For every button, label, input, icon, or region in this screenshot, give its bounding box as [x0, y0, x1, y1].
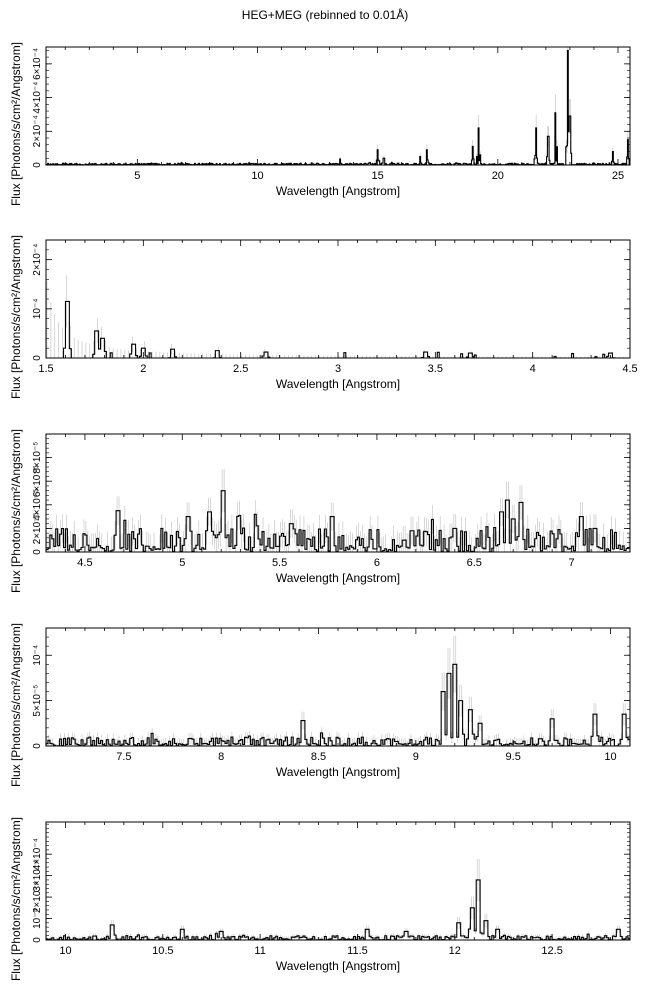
x-tick-label: 10 — [251, 170, 263, 182]
x-tick-label: 5.5 — [272, 557, 287, 569]
x-tick-label: 12.5 — [541, 945, 562, 957]
x-axis-label: Wavelength [Angstrom] — [276, 765, 400, 779]
y-tick-label: 2×10⁻⁴ — [32, 881, 43, 913]
error-bars — [46, 47, 630, 165]
x-tick-label: 2 — [140, 363, 146, 375]
x-tick-label: 11 — [254, 945, 265, 957]
x-axis-label: Wavelength [Angstrom] — [276, 184, 400, 198]
x-tick-label: 20 — [492, 170, 504, 182]
y-tick-label: 10⁻⁴ — [32, 908, 43, 929]
y-axis-label: Flux [Photons/s/cm²/Angstrom] — [9, 235, 23, 399]
x-tick-label: 9 — [413, 751, 419, 763]
chart-panel-3: 4.5 5 5.5 6 6.5 7 0 2×10⁻⁵4×10⁻⁵6×10⁻⁵8×10⁻⁵ Wav… — [9, 429, 631, 593]
x-tick-label: 8.5 — [311, 751, 326, 763]
x-tick-label: 3.5 — [428, 363, 443, 375]
plot-frame — [45, 239, 631, 359]
x-tick-label: 6 — [374, 557, 380, 569]
x-tick-label: 7 — [569, 557, 575, 569]
y-tick-label: 4×10⁻⁵ — [32, 489, 43, 521]
y-axis-label: Flux [Photons/s/cm²/Angstrom] — [9, 817, 23, 981]
y-tick-label: 0 — [32, 937, 43, 943]
x-tick-label: 4.5 — [77, 557, 92, 569]
y-tick-label: 4×10⁻⁴ — [32, 82, 43, 114]
x-axis-label: Wavelength [Angstrom] — [276, 377, 400, 391]
x-tick-label: 1.5 — [38, 363, 53, 375]
error-bars — [46, 635, 630, 746]
x-axis-label: Wavelength [Angstrom] — [276, 571, 400, 585]
spectrum-line — [45, 490, 630, 553]
x-tick-label: 4 — [530, 363, 536, 375]
y-tick-label: 6×10⁻⁴ — [32, 48, 43, 80]
error-bars — [46, 275, 628, 358]
y-tick-label: 10⁻⁴ — [32, 298, 43, 319]
y-tick-label: 3×10⁻⁴ — [32, 860, 43, 892]
chart-panel-1: 5 10 15 20 25 0 2×10⁻⁴4×10⁻⁴ 6×10⁻⁴ Wavelength [… — [9, 42, 631, 206]
y-tick-label: 0 — [32, 549, 43, 555]
x-tick-label: 5 — [179, 557, 185, 569]
x-tick-label: 6.5 — [467, 557, 482, 569]
y-tick-label: 0 — [32, 162, 43, 168]
chart-panel-4: 7.5 8 8.5 9 9.5 10 0 5×10⁻⁵ 10⁻⁴ Wavelength [Angs… — [9, 623, 631, 787]
spectrum-line — [45, 879, 630, 941]
x-tick-label: 8 — [218, 751, 224, 763]
y-tick-label: 5×10⁻⁵ — [32, 685, 43, 717]
x-tick-label: 11.5 — [347, 945, 368, 957]
plot-frame — [45, 46, 631, 166]
error-bars — [46, 858, 630, 940]
x-tick-label: 25 — [612, 170, 624, 182]
x-tick-label: 7.5 — [116, 751, 131, 763]
x-tick-label: 3 — [335, 363, 341, 375]
x-tick-label: 2.5 — [233, 363, 248, 375]
y-axis-label: Flux [Photons/s/cm²/Angstrom] — [9, 42, 23, 206]
x-tick-label: 10.5 — [152, 945, 173, 957]
y-axis-label: Flux [Photons/s/cm²/Angstrom] — [9, 429, 23, 593]
x-axis-label: Wavelength [Angstrom] — [276, 959, 400, 973]
y-tick-label: 0 — [32, 743, 43, 749]
y-tick-label: 6×10⁻⁵ — [32, 465, 43, 497]
y-tick-label: 2×10⁻⁴ — [32, 244, 43, 276]
x-tick-label: 15 — [372, 170, 384, 182]
x-tick-label: 9.5 — [506, 751, 521, 763]
plot-frame — [45, 821, 631, 941]
x-tick-label: 10 — [59, 945, 71, 957]
y-tick-label: 10⁻⁴ — [32, 645, 43, 666]
x-tick-label: 4.5 — [622, 363, 637, 375]
spectrum-line — [45, 49, 630, 166]
x-tick-label: 12 — [449, 945, 461, 957]
y-tick-label: 0 — [32, 355, 43, 361]
y-tick-label: 2×10⁻⁵ — [32, 512, 43, 544]
y-tick-label: 8×10⁻⁵ — [32, 442, 43, 474]
x-tick-label: 10 — [604, 751, 616, 763]
spectrum-line — [46, 300, 630, 359]
x-tick-label: 5 — [134, 170, 140, 182]
y-axis-label: Flux [Photons/s/cm²/Angstrom] — [9, 623, 23, 787]
chart-panel-5: 10 10.5 11 11.5 12 12.5 0 10⁻⁴2×10⁻⁴3×10⁻⁴4×10⁻… — [9, 817, 631, 981]
plot-frame — [45, 627, 631, 747]
page-title: HEG+MEG (rebinned to 0.01Å) — [241, 8, 409, 22]
spectrum-line — [45, 663, 630, 747]
y-tick-label: 2×10⁻⁴ — [32, 115, 43, 147]
chart-panel-2: 1.5 2 2.5 3 3.5 4 4.5 0 10⁻⁴ 2×10⁻⁴ Wavelength [An… — [9, 235, 638, 399]
y-tick-label: 4×10⁻⁴ — [32, 838, 43, 870]
